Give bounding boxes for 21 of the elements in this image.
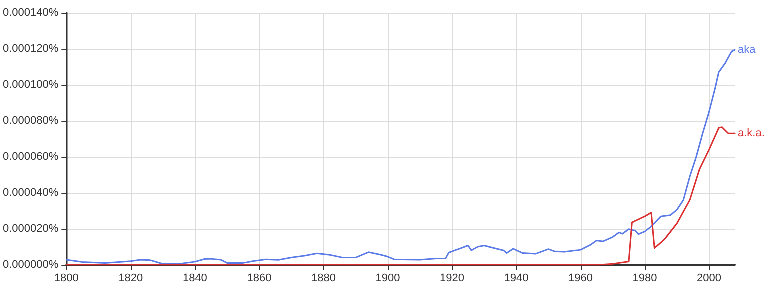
x-tick-label: 1920 — [440, 272, 464, 284]
y-tick-label: 0.000120% — [2, 43, 59, 55]
y-tick-label: 0.000080% — [2, 115, 59, 127]
x-tick-label: 2000 — [697, 272, 722, 284]
series-label: aka — [738, 44, 757, 56]
x-tick-label: 1940 — [504, 272, 529, 284]
y-tick-label: 0.000040% — [2, 187, 59, 199]
series-label: a.k.a. — [738, 128, 765, 140]
y-tick-label: 0.000140% — [2, 7, 59, 19]
x-tick-label: 1800 — [54, 272, 79, 284]
x-tick-label: 1860 — [247, 272, 272, 284]
y-tick-label: 0.000100% — [2, 79, 59, 91]
y-tick-label: 0.000060% — [2, 151, 59, 163]
y-tick-label: 0.000020% — [2, 223, 59, 235]
x-tick-label: 1900 — [376, 272, 400, 284]
x-tick-label: 1840 — [182, 272, 208, 284]
x-tick-label: 1880 — [311, 272, 336, 284]
x-tick-label: 1980 — [632, 272, 658, 284]
x-tick-label: 1820 — [118, 272, 144, 284]
y-tick-label: 0.000000% — [2, 259, 59, 271]
x-tick-label: 1960 — [568, 272, 594, 284]
